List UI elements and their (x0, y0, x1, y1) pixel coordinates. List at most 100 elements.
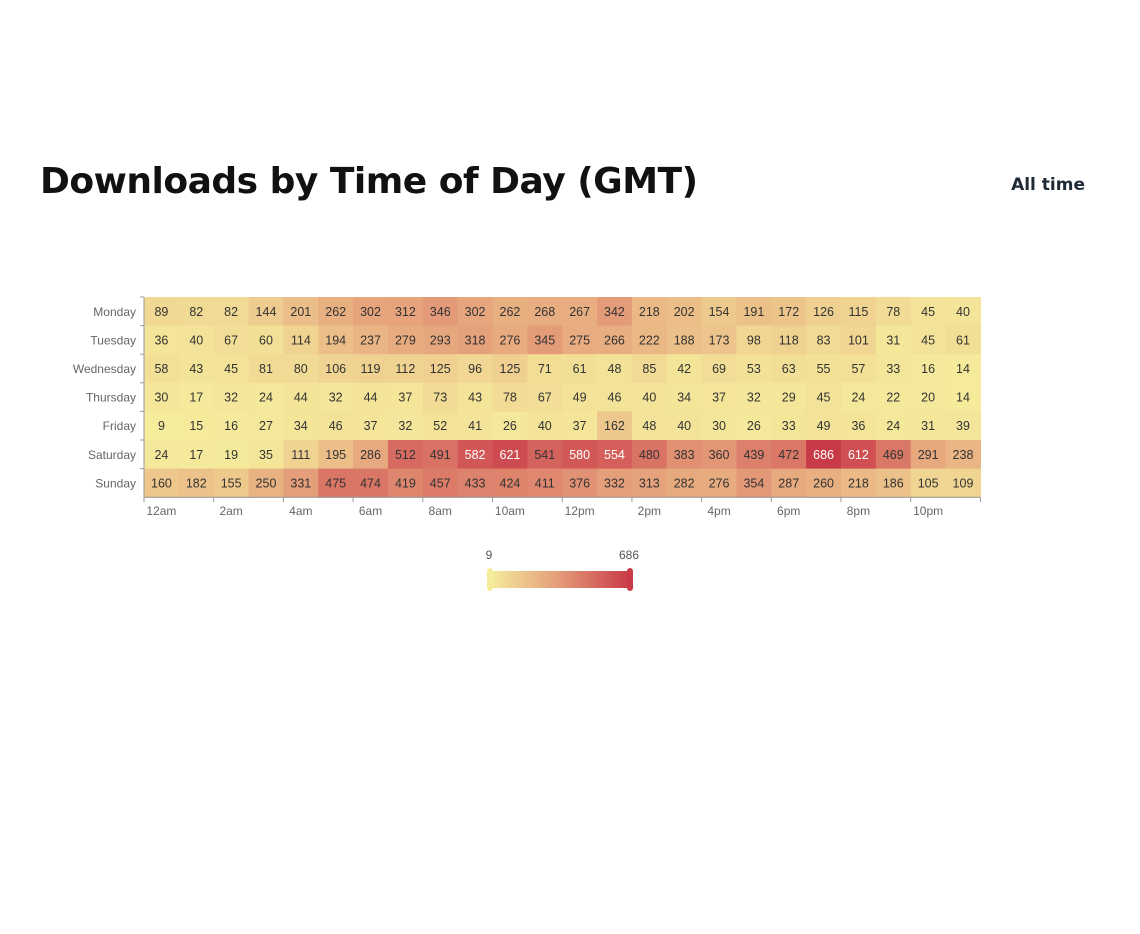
heatmap-cell[interactable] (248, 468, 284, 498)
heatmap-cell[interactable] (318, 354, 354, 384)
heatmap-cell[interactable] (562, 468, 598, 498)
heatmap-cell[interactable] (736, 325, 772, 355)
legend-max-handle[interactable] (627, 568, 633, 591)
heatmap-cell[interactable] (875, 440, 912, 470)
heatmap-cell[interactable] (875, 468, 912, 498)
heatmap-cell[interactable] (178, 411, 215, 441)
legend-min-handle[interactable] (487, 568, 493, 591)
heatmap-cell[interactable] (875, 354, 912, 384)
heatmap-cell[interactable] (248, 354, 284, 384)
heatmap-cell[interactable] (178, 325, 215, 355)
heatmap-cell[interactable] (771, 382, 807, 412)
heatmap-cell[interactable] (945, 411, 981, 441)
heatmap-cell[interactable] (806, 297, 842, 327)
heatmap-cell[interactable] (597, 468, 633, 498)
heatmap-cell[interactable] (283, 382, 319, 412)
heatmap-cell[interactable] (875, 411, 912, 441)
heatmap-cell[interactable] (666, 354, 703, 384)
heatmap-cell[interactable] (144, 411, 180, 441)
heatmap-cell[interactable] (213, 354, 250, 384)
heatmap-cell[interactable] (562, 325, 598, 355)
heatmap-cell[interactable] (806, 382, 842, 412)
heatmap-cell[interactable] (213, 325, 250, 355)
heatmap-cell[interactable] (457, 297, 494, 327)
heatmap-cell[interactable] (631, 468, 668, 498)
heatmap-cell[interactable] (597, 440, 633, 470)
heatmap-cell[interactable] (736, 468, 772, 498)
heatmap-cell[interactable] (631, 382, 668, 412)
heatmap-cell[interactable] (631, 354, 668, 384)
heatmap-cell[interactable] (492, 297, 528, 327)
heatmap-cell[interactable] (527, 468, 563, 498)
heatmap-cell[interactable] (248, 440, 284, 470)
heatmap-cell[interactable] (422, 297, 459, 327)
heatmap-cell[interactable] (841, 382, 877, 412)
heatmap-cell[interactable] (910, 354, 947, 384)
heatmap-cell[interactable] (318, 411, 354, 441)
heatmap-cell[interactable] (353, 354, 389, 384)
heatmap-cell[interactable] (666, 382, 703, 412)
heatmap-cell[interactable] (631, 325, 668, 355)
heatmap-cell[interactable] (806, 354, 842, 384)
heatmap-cell[interactable] (562, 297, 598, 327)
heatmap-cell[interactable] (387, 325, 424, 355)
heatmap-cell[interactable] (492, 468, 528, 498)
heatmap-cell[interactable] (771, 325, 807, 355)
heatmap-cell[interactable] (387, 411, 424, 441)
heatmap-cell[interactable] (945, 382, 981, 412)
heatmap-cell[interactable] (910, 411, 947, 441)
heatmap-cell[interactable] (144, 440, 180, 470)
heatmap-cell[interactable] (144, 468, 180, 498)
heatmap-cell[interactable] (457, 468, 494, 498)
heatmap-cell[interactable] (422, 411, 459, 441)
heatmap-cell[interactable] (875, 325, 912, 355)
heatmap-cell[interactable] (841, 411, 877, 441)
heatmap-cell[interactable] (736, 354, 772, 384)
heatmap-cell[interactable] (213, 468, 250, 498)
heatmap-cell[interactable] (422, 468, 459, 498)
heatmap-cell[interactable] (666, 468, 703, 498)
heatmap-cell[interactable] (318, 382, 354, 412)
heatmap-cell[interactable] (353, 325, 389, 355)
heatmap-cell[interactable] (248, 325, 284, 355)
heatmap-cell[interactable] (144, 297, 180, 327)
heatmap-cell[interactable] (597, 325, 633, 355)
heatmap-cell[interactable] (666, 411, 703, 441)
heatmap-cell[interactable] (283, 411, 319, 441)
heatmap-cell[interactable] (457, 440, 494, 470)
heatmap-cell[interactable] (910, 297, 947, 327)
heatmap-cell[interactable] (841, 468, 877, 498)
heatmap-cell[interactable] (283, 325, 319, 355)
heatmap-cell[interactable] (527, 440, 563, 470)
heatmap-cell[interactable] (631, 297, 668, 327)
heatmap-cell[interactable] (910, 468, 947, 498)
time-range-selector[interactable]: All time (1011, 175, 1085, 195)
heatmap-cell[interactable] (283, 440, 319, 470)
heatmap-cell[interactable] (597, 382, 633, 412)
heatmap-cell[interactable] (387, 382, 424, 412)
heatmap-cell[interactable] (771, 297, 807, 327)
heatmap-cell[interactable] (771, 468, 807, 498)
heatmap-cell[interactable] (701, 440, 738, 470)
heatmap-cell[interactable] (597, 297, 633, 327)
heatmap-cell[interactable] (457, 411, 494, 441)
heatmap-cell[interactable] (736, 297, 772, 327)
heatmap-cell[interactable] (771, 354, 807, 384)
heatmap-cell[interactable] (492, 440, 528, 470)
heatmap-cell[interactable] (806, 468, 842, 498)
heatmap-cell[interactable] (945, 468, 981, 498)
heatmap-cell[interactable] (666, 297, 703, 327)
heatmap-cell[interactable] (701, 382, 738, 412)
heatmap-cell[interactable] (178, 382, 215, 412)
heatmap-cell[interactable] (213, 297, 250, 327)
heatmap-cell[interactable] (527, 297, 563, 327)
heatmap-cell[interactable] (597, 354, 633, 384)
heatmap-cell[interactable] (701, 468, 738, 498)
heatmap-cell[interactable] (945, 325, 981, 355)
heatmap-cell[interactable] (771, 440, 807, 470)
heatmap-cell[interactable] (422, 354, 459, 384)
heatmap-cell[interactable] (806, 325, 842, 355)
heatmap-cell[interactable] (736, 440, 772, 470)
heatmap-cell[interactable] (736, 411, 772, 441)
heatmap-cell[interactable] (910, 325, 947, 355)
